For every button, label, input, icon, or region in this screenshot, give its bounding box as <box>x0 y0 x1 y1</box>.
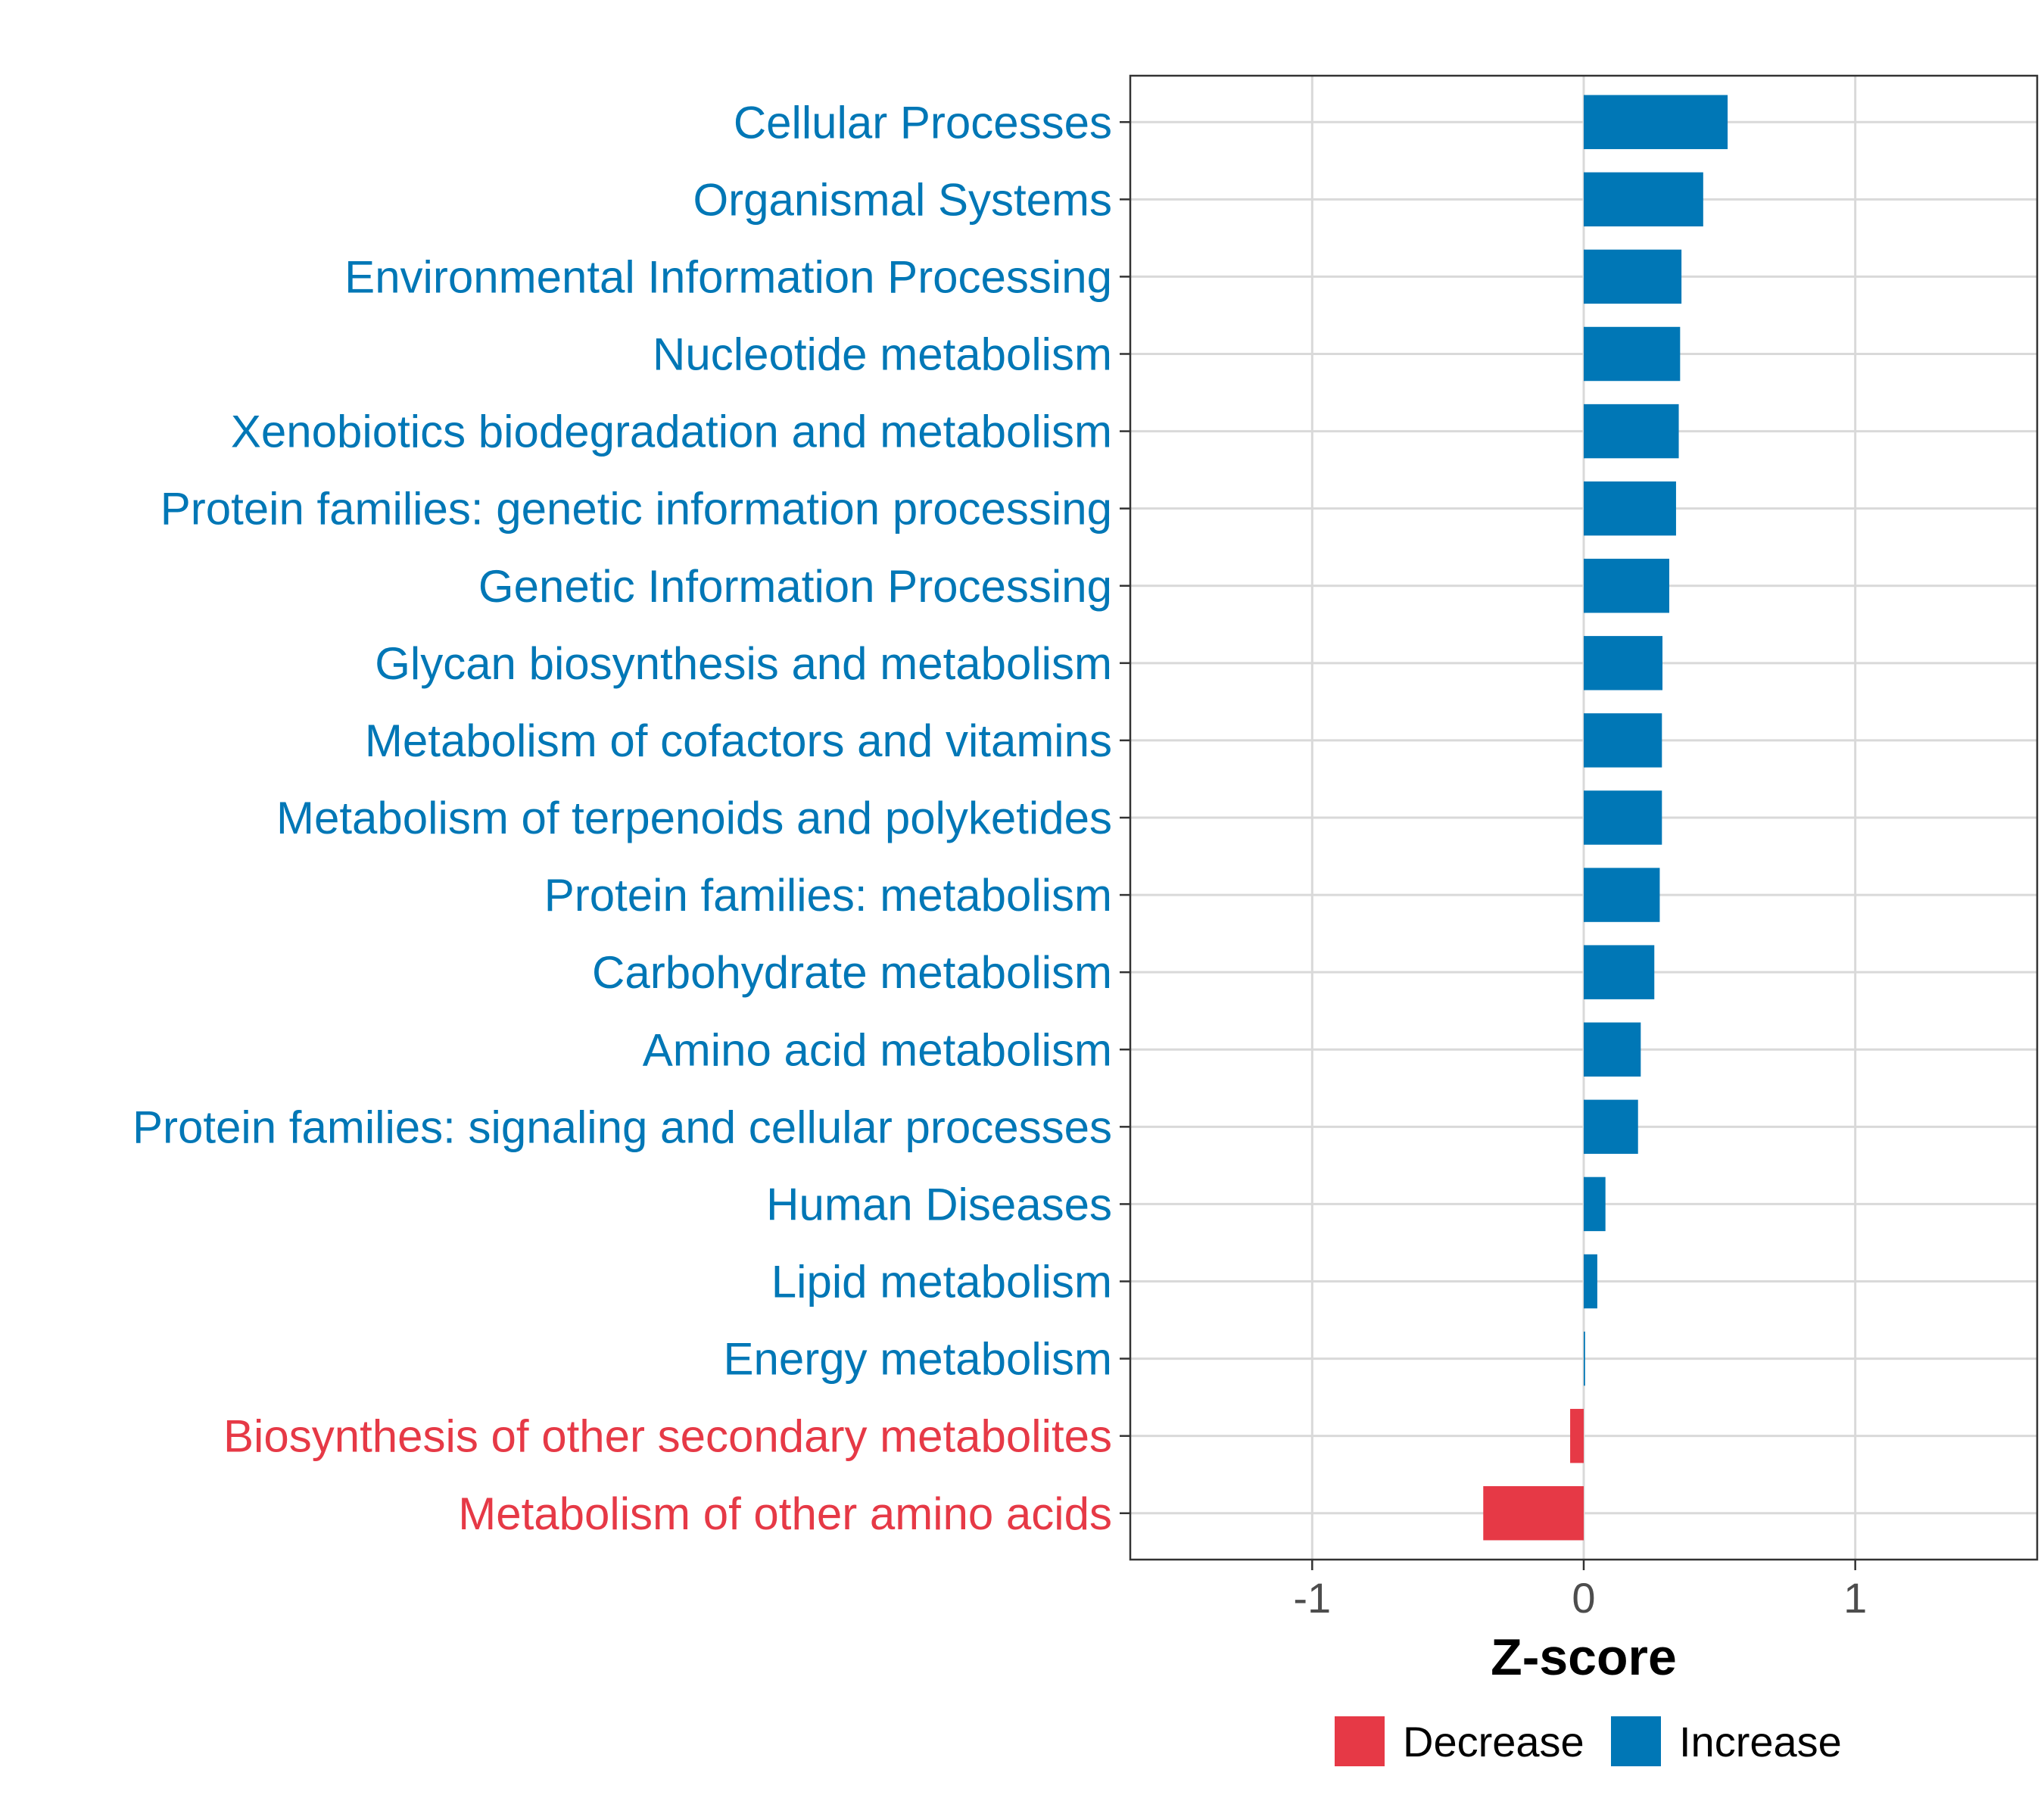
legend: Decrease Increase <box>1335 1716 1842 1766</box>
bar-11 <box>1584 868 1660 922</box>
category-label-2: Organismal Systems <box>693 174 1112 225</box>
legend-swatch-decrease <box>1335 1716 1385 1766</box>
x-axis-ticks <box>1311 1560 1856 1570</box>
bar-14 <box>1584 1099 1638 1155</box>
bar-8 <box>1584 636 1663 690</box>
category-label-14: Protein families: signaling and cellular… <box>132 1102 1112 1152</box>
x-tick-label-2: 1 <box>1843 1574 1867 1622</box>
category-label-3: Environmental Information Processing <box>344 251 1112 302</box>
category-label-10: Metabolism of terpenoids and polyketides <box>276 793 1112 843</box>
category-label-12: Carbohydrate metabolism <box>592 947 1112 998</box>
x-tick-label-1: 0 <box>1572 1574 1595 1622</box>
bar-4 <box>1584 326 1681 382</box>
bars <box>1483 95 1728 1541</box>
legend-item-decrease: Decrease <box>1335 1716 1584 1766</box>
category-label-19: Metabolism of other amino acids <box>458 1488 1112 1539</box>
category-label-15: Human Diseases <box>766 1179 1112 1230</box>
category-label-6: Protein families: genetic information pr… <box>160 484 1112 535</box>
bar-13 <box>1584 1022 1641 1077</box>
category-label-13: Amino acid metabolism <box>643 1024 1112 1075</box>
bar-1 <box>1584 95 1728 149</box>
legend-item-increase: Increase <box>1611 1716 1842 1766</box>
x-axis-tick-labels: -1 0 1 <box>1293 1574 1867 1622</box>
bar-19 <box>1483 1486 1584 1541</box>
bar-3 <box>1584 249 1682 304</box>
category-label-16: Lipid metabolism <box>771 1257 1112 1307</box>
x-axis-title: Z-score <box>1491 1628 1677 1686</box>
bar-10 <box>1584 790 1662 845</box>
bar-2 <box>1584 172 1703 227</box>
bar-16 <box>1584 1254 1597 1309</box>
bar-7 <box>1584 559 1669 613</box>
y-axis-labels: Cellular Processes Organismal Systems Envi… <box>132 97 1112 1539</box>
category-label-7: Genetic Information Processing <box>478 561 1112 612</box>
bar-5 <box>1584 404 1679 459</box>
bar-17 <box>1584 1331 1585 1386</box>
category-label-11: Protein families: metabolism <box>544 870 1112 921</box>
category-label-8: Glycan biosynthesis and metabolism <box>375 638 1112 689</box>
legend-label-increase: Increase <box>1679 1718 1842 1766</box>
legend-label-decrease: Decrease <box>1403 1718 1584 1766</box>
category-label-9: Metabolism of cofactors and vitamins <box>365 715 1112 766</box>
bar-9 <box>1584 713 1662 768</box>
x-tick-label-0: -1 <box>1293 1574 1331 1622</box>
category-label-5: Xenobiotics biodegradation and metabolis… <box>231 407 1112 457</box>
y-axis-ticks <box>1120 121 1130 1514</box>
category-label-1: Cellular Processes <box>734 97 1112 148</box>
bar-15 <box>1584 1177 1606 1232</box>
legend-swatch-increase <box>1611 1716 1661 1766</box>
category-label-18: Biosynthesis of other secondary metaboli… <box>223 1411 1112 1462</box>
bar-12 <box>1584 945 1655 999</box>
category-label-17: Energy metabolism <box>723 1334 1112 1385</box>
bar-6 <box>1584 481 1676 536</box>
category-label-4: Nucleotide metabolism <box>653 329 1112 380</box>
bar-18 <box>1570 1408 1584 1463</box>
